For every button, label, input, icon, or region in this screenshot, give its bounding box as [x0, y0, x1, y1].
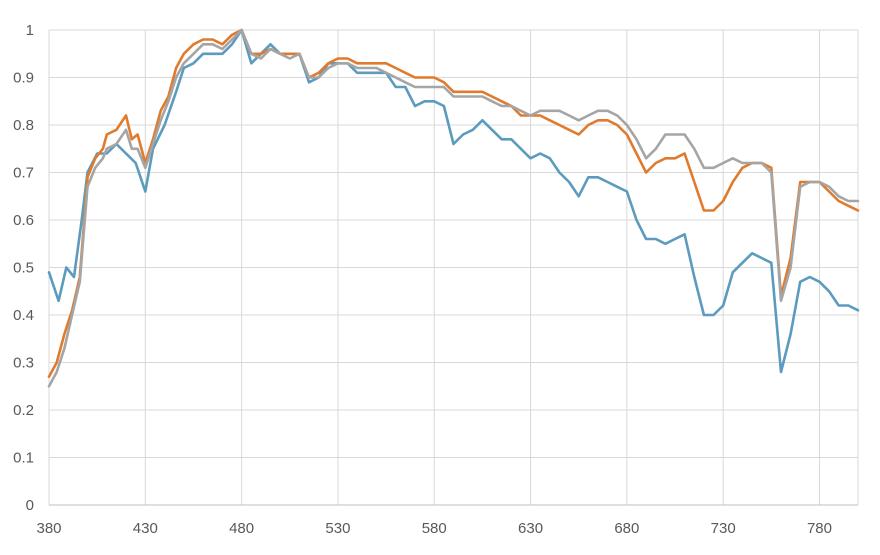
- series-line-3: [47, 28, 860, 388]
- x-tick-label: 780: [807, 520, 832, 537]
- x-axis-tick-labels: 380 430 480 530 580 630 680 730 780: [36, 520, 832, 537]
- y-tick-label: 0.6: [13, 212, 34, 229]
- y-tick-label: 1: [26, 22, 34, 39]
- y-tick-label: 0.2: [13, 402, 34, 419]
- y-tick-label: 0.3: [13, 355, 34, 372]
- series-lines: [47, 28, 860, 388]
- series-line-1: [47, 28, 860, 374]
- x-tick-label: 730: [711, 520, 736, 537]
- y-tick-label: 0.8: [13, 117, 34, 134]
- x-tick-label: 630: [518, 520, 543, 537]
- x-tick-label: 680: [614, 520, 639, 537]
- y-tick-label: 0: [26, 497, 34, 514]
- y-tick-label: 0.7: [13, 165, 34, 182]
- y-tick-label: 0.9: [13, 70, 34, 87]
- x-tick-label: 380: [36, 520, 61, 537]
- gridlines: [48, 29, 859, 505]
- y-tick-label: 0.4: [13, 307, 34, 324]
- x-tick-label: 480: [229, 520, 254, 537]
- x-tick-label: 530: [325, 520, 350, 537]
- y-axis-tick-labels: 0 0.1 0.2 0.3 0.4 0.5 0.6 0.7 0.8 0.9 1: [13, 22, 34, 514]
- y-tick-label: 0.1: [13, 450, 34, 467]
- y-tick-label: 0.5: [13, 260, 34, 277]
- x-tick-label: 580: [422, 520, 447, 537]
- series-line-2: [47, 28, 860, 379]
- x-tick-label: 430: [133, 520, 158, 537]
